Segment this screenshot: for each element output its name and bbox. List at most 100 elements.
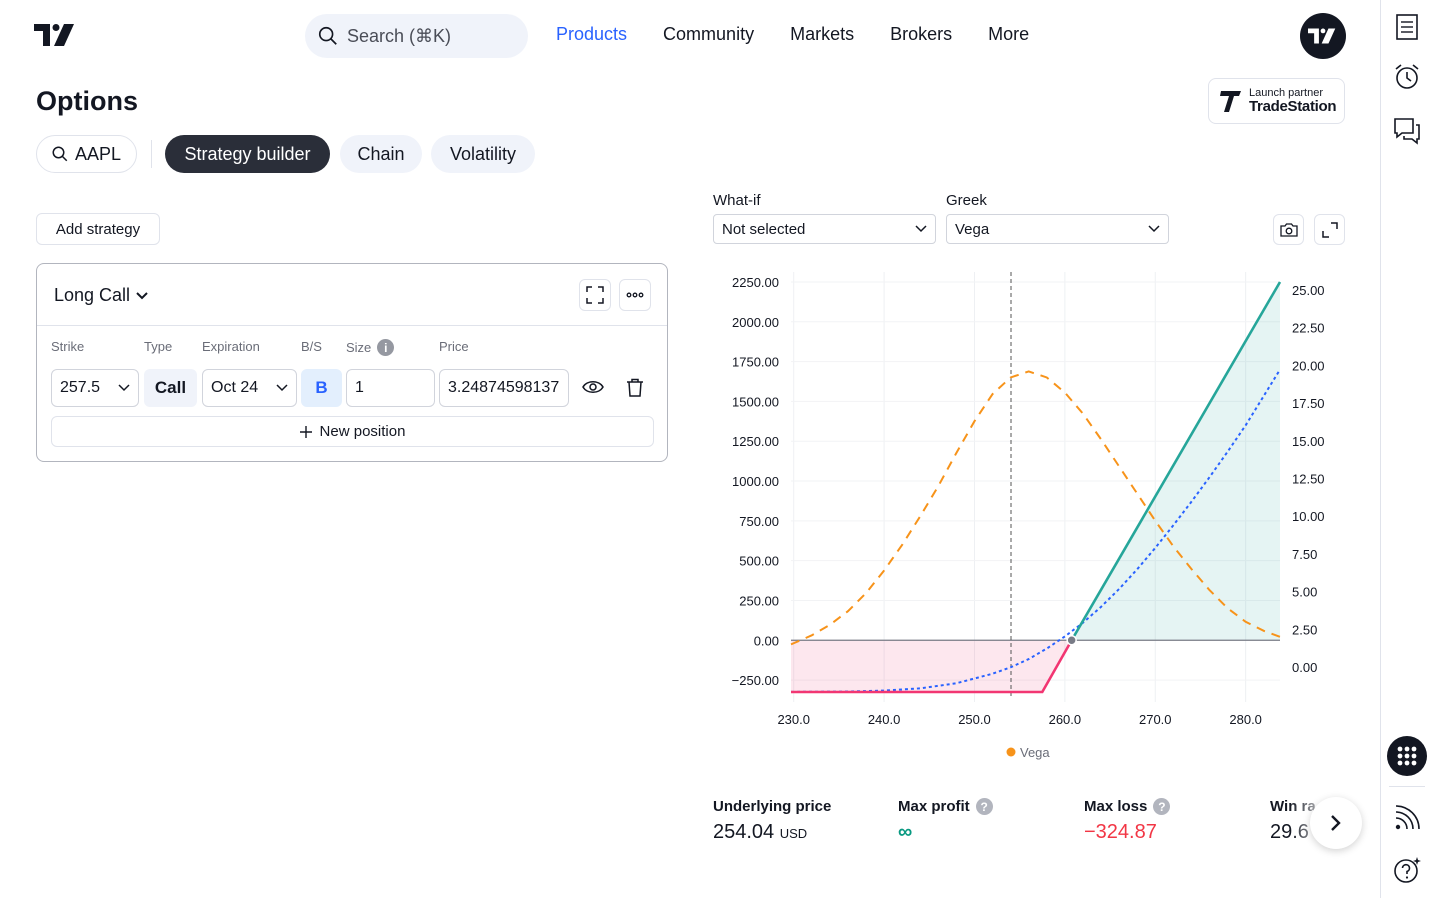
tradestation-logo-icon	[1220, 91, 1241, 112]
y-left-tick-label: 1250.00	[732, 434, 779, 449]
chevron-down-icon	[915, 225, 927, 233]
add-strategy-button[interactable]: Add strategy	[36, 213, 160, 245]
fullscreen-icon	[1321, 221, 1338, 238]
more-dots-icon	[626, 292, 644, 298]
symbol-label: AAPL	[75, 143, 122, 164]
search-bar[interactable]: Search (⌘K)	[305, 14, 528, 58]
y-right-tick-label: 7.50	[1292, 547, 1317, 562]
partner-name: TradeStation	[1249, 98, 1337, 115]
expiration-loss-line	[791, 639, 1073, 694]
y-right-tick-label: 15.00	[1292, 434, 1325, 449]
expand-corners-icon	[586, 286, 604, 304]
y-left-tick-label: 2250.00	[732, 275, 779, 290]
chevron-down-icon	[136, 291, 148, 299]
partner-text: Launch partner TradeStation	[1249, 87, 1337, 115]
underlying-label: Underlying price	[713, 798, 832, 815]
new-position-button[interactable]: New position	[51, 416, 654, 447]
greek-value: Vega	[955, 220, 990, 238]
screenshot-button[interactable]	[1273, 214, 1304, 245]
y-right-tick-label: 17.50	[1292, 396, 1325, 411]
help-icon[interactable]: ?	[975, 798, 993, 815]
fullscreen-button[interactable]	[1314, 214, 1345, 245]
col-type: Type	[144, 339, 173, 354]
x-tick-label: 260.0	[1049, 712, 1082, 727]
help-icon[interactable]	[1392, 855, 1422, 885]
expiration-select[interactable]: Oct 24	[202, 369, 297, 407]
eye-icon[interactable]	[582, 378, 604, 396]
price-input[interactable]: 3.24874598137	[439, 369, 569, 407]
chevron-down-icon	[118, 384, 130, 392]
y-right-tick-label: 12.50	[1292, 472, 1325, 487]
launch-partner-badge[interactable]: Launch partner TradeStation	[1208, 78, 1345, 124]
y-left-tick-label: 1750.00	[732, 355, 779, 370]
page-title: Options	[36, 86, 138, 116]
type-toggle[interactable]: Call	[144, 369, 197, 407]
col-expiration: Expiration	[202, 339, 260, 354]
legend-vega-marker	[1006, 747, 1016, 757]
watchlist-icon[interactable]	[1392, 12, 1422, 42]
nav-community[interactable]: Community	[663, 24, 755, 44]
user-avatar[interactable]	[1300, 13, 1346, 59]
max-profit-label: Max profit	[898, 798, 970, 815]
chevron-down-icon	[276, 384, 288, 392]
y-left-tick-label: 500.00	[739, 554, 779, 569]
underlying-value: 254.04	[713, 821, 775, 843]
nav-brokers[interactable]: Brokers	[890, 24, 953, 44]
partner-small-label: Launch partner	[1249, 87, 1323, 99]
whatif-select[interactable]: Not selected	[713, 214, 936, 244]
strike-select[interactable]: 257.5	[51, 369, 139, 407]
y-left-tick-label: 0.00	[754, 633, 779, 648]
y-left-tick-label: 1500.00	[732, 394, 779, 409]
loss-area	[791, 640, 1072, 692]
stat-max-profit: Max profit ? ∞	[898, 798, 993, 844]
buy-sell-toggle[interactable]: B	[301, 369, 342, 407]
apps-grid-button[interactable]	[1387, 736, 1427, 776]
y-right-tick-label: 2.50	[1292, 622, 1317, 637]
symbol-search-button[interactable]: AAPL	[36, 135, 137, 173]
payoff-chart[interactable]: 230.0 240.0 250.0 260.0 270.0 280.0 2250.00 200…	[705, 262, 1365, 762]
size-input[interactable]: 1	[346, 369, 435, 407]
strategy-name: Long Call	[54, 285, 131, 305]
stat-max-loss: Max loss ? −324.87	[1084, 798, 1171, 844]
col-bs: B/S	[301, 339, 322, 354]
y-left-tick-label: −250.00	[732, 673, 779, 688]
search-placeholder: Search (⌘K)	[347, 25, 452, 46]
chat-icon[interactable]	[1392, 115, 1422, 145]
tab-chain[interactable]: Chain	[340, 135, 422, 173]
more-options-button[interactable]	[619, 279, 651, 311]
focus-button[interactable]	[579, 279, 611, 311]
sidebar-divider	[1389, 786, 1425, 787]
col-price: Price	[439, 339, 469, 354]
greek-select[interactable]: Vega	[946, 214, 1169, 244]
legend-vega-label: Vega	[1020, 745, 1050, 760]
help-icon[interactable]: ?	[1153, 798, 1171, 815]
scroll-next-button[interactable]	[1310, 797, 1362, 849]
max-profit-label-row: Max profit ?	[898, 798, 993, 815]
tab-volatility[interactable]: Volatility	[431, 135, 535, 173]
alarm-clock-icon[interactable]	[1392, 62, 1422, 92]
new-position-label: New position	[319, 423, 406, 440]
tab-divider	[151, 140, 152, 168]
nav-more[interactable]: More	[988, 24, 1030, 44]
tradingview-logo[interactable]	[34, 22, 78, 48]
nav-products[interactable]: Products	[556, 24, 628, 44]
strategy-card: Long Call Strike Type Expiration B/S Siz…	[36, 263, 668, 462]
max-profit-value: ∞	[898, 821, 913, 843]
y-left-tick-label: 2000.00	[732, 315, 779, 330]
info-icon[interactable]: i	[377, 339, 395, 356]
camera-icon	[1279, 222, 1298, 237]
avatar-logo-icon	[1308, 28, 1336, 44]
y-right-tick-label: 0.00	[1292, 660, 1317, 675]
y-left-tick-label: 250.00	[739, 593, 779, 608]
y-right-tick-label: 20.00	[1292, 358, 1325, 373]
tab-strategy-builder[interactable]: Strategy builder	[165, 135, 330, 173]
vega-line	[790, 370, 1281, 646]
greek-label: Greek	[946, 192, 987, 209]
trash-icon[interactable]	[626, 378, 644, 397]
y-left-tick-label: 750.00	[739, 514, 779, 529]
chevron-right-icon	[1331, 815, 1341, 831]
chevron-down-icon	[1148, 225, 1160, 233]
strategy-name-dropdown[interactable]: Long Call	[54, 285, 148, 306]
nav-markets[interactable]: Markets	[790, 24, 855, 44]
feed-icon[interactable]	[1392, 803, 1422, 833]
